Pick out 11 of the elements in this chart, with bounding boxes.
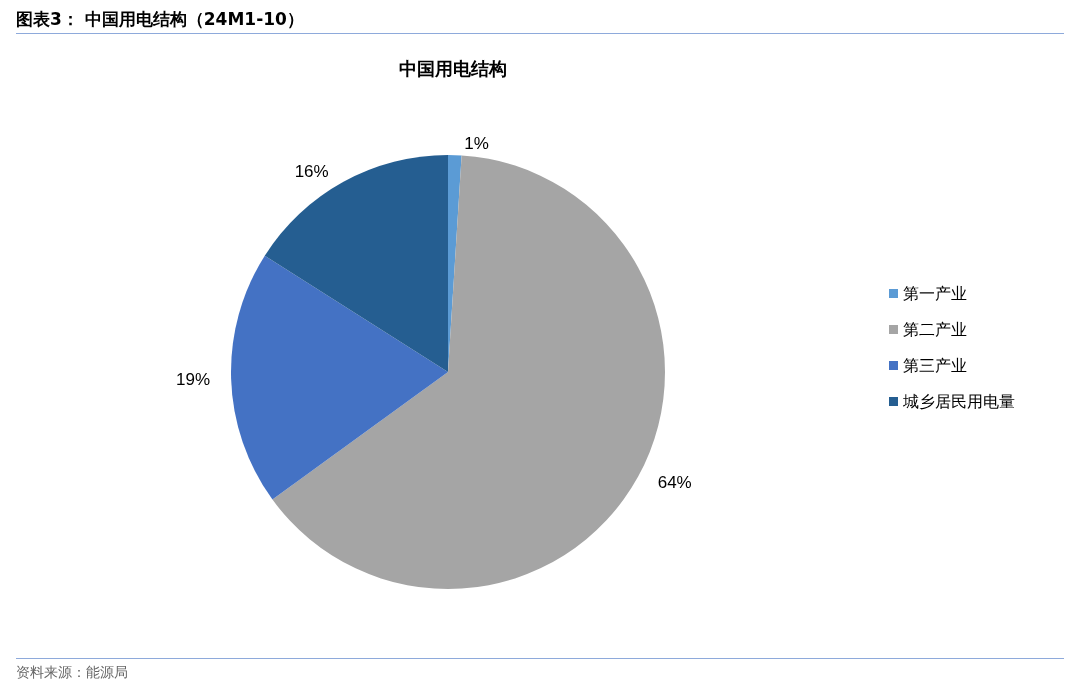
- legend-label: 第三产业: [903, 357, 967, 374]
- legend-label: 第一产业: [903, 285, 967, 302]
- data-label: 1%: [464, 133, 489, 153]
- data-label: 16%: [294, 161, 329, 181]
- data-label: 19%: [176, 369, 211, 389]
- legend-label: 城乡居民用电量: [902, 393, 1015, 410]
- data-label: 64%: [657, 472, 692, 492]
- chart-title: 中国用电结构: [399, 57, 507, 79]
- text: 资料来源：能源局: [16, 658, 1064, 682]
- legend-label: 第二产业: [903, 321, 967, 338]
- chart-subtitle: 图表3： 中国用电结构（24M1-10）: [16, 6, 1064, 34]
